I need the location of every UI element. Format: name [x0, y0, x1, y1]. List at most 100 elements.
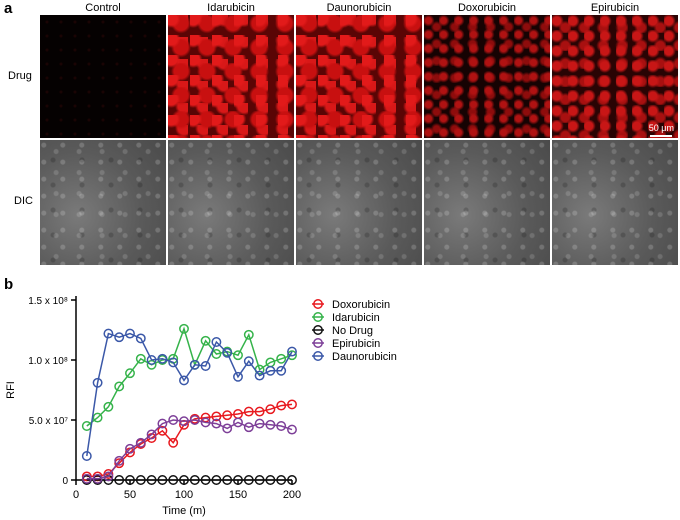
data-point	[103, 471, 114, 482]
y-axis-label: RFI	[5, 381, 17, 399]
data-point	[146, 429, 157, 440]
data-point	[135, 475, 146, 485]
legend-label: Doxorubicin	[332, 299, 390, 311]
x-tick-label: 100	[175, 489, 193, 501]
data-point	[81, 473, 92, 484]
data-point	[276, 400, 287, 411]
data-point	[92, 377, 103, 388]
data-point	[211, 349, 222, 359]
micrograph-dic-control	[40, 140, 166, 265]
data-point	[200, 361, 211, 371]
panel-b-letter: b	[4, 276, 14, 293]
data-point	[233, 417, 243, 428]
data-point	[168, 437, 179, 448]
data-point	[254, 370, 265, 381]
data-point	[179, 416, 189, 427]
legend-item: Doxorubicin	[312, 299, 390, 311]
data-point	[125, 475, 135, 485]
data-point	[254, 418, 265, 429]
data-point	[265, 475, 276, 485]
data-point	[211, 418, 222, 429]
scale-bar-label: 50 μm	[648, 123, 674, 133]
data-point	[92, 473, 103, 484]
column-title-control: Control	[85, 2, 121, 14]
data-point	[211, 337, 222, 347]
data-point	[211, 475, 222, 485]
data-point	[200, 475, 211, 485]
micrograph-drug-daunorubicin	[296, 15, 422, 138]
data-point	[243, 329, 254, 340]
micrograph-drug-idarubicin	[168, 15, 294, 138]
data-point	[200, 335, 211, 346]
data-point	[287, 424, 297, 435]
data-point	[179, 475, 189, 485]
series-line-epirubicin	[86, 419, 293, 480]
micrograph-dic-doxorubicin	[424, 140, 550, 265]
data-point	[287, 346, 297, 357]
data-point	[179, 323, 189, 334]
data-point	[92, 412, 103, 423]
data-point	[125, 328, 135, 339]
data-point	[265, 365, 276, 376]
data-point	[157, 425, 168, 436]
data-point	[276, 365, 287, 376]
data-point	[233, 371, 243, 382]
data-point	[189, 359, 200, 370]
x-tick-label: 50	[124, 489, 136, 501]
data-point	[114, 455, 125, 466]
data-point	[243, 356, 254, 367]
data-point	[287, 350, 297, 361]
column-title-doxorubicin: Doxorubicin	[457, 2, 517, 14]
data-point	[114, 475, 125, 485]
column-title-epirubicin: Epirubicin	[590, 2, 640, 14]
series-line-doxorubicin	[86, 403, 293, 478]
data-point	[243, 406, 254, 417]
legend-label: Epirubicin	[332, 338, 380, 350]
micrograph-dic-daunorubicin	[296, 140, 422, 265]
rfi-line-chart: 0 50 100 150 200 0 5.0 x 10⁷ 1.0 x 10⁸ 1.5 x 10⁸…	[5, 296, 397, 517]
data-point	[265, 419, 276, 430]
data-point	[157, 418, 168, 429]
data-point	[157, 353, 168, 364]
data-point	[168, 357, 179, 368]
data-point	[114, 381, 125, 392]
row-label-dic: DIC	[14, 195, 33, 207]
legend-item: Epirubicin	[312, 338, 380, 350]
data-point	[103, 328, 114, 339]
x-tick-label: 150	[229, 489, 247, 501]
y-tick-label: 1.0 x 10⁸	[28, 356, 68, 367]
data-point	[276, 353, 287, 364]
legend-swatch-marker	[313, 299, 323, 309]
legend-item: Daunorubicin	[312, 351, 397, 363]
data-point	[276, 475, 287, 485]
legend-label: Daunorubicin	[332, 351, 397, 363]
data-point	[222, 475, 233, 485]
panel-a-letter: a	[4, 0, 13, 17]
column-title-daunorubicin: Daunorubicin	[326, 2, 392, 14]
data-point	[168, 475, 179, 485]
legend-swatch-marker	[313, 312, 323, 322]
data-point	[254, 475, 265, 485]
data-point	[287, 399, 297, 410]
data-point	[157, 475, 168, 485]
data-point	[146, 475, 157, 485]
legend-label: Idarubicin	[332, 312, 380, 324]
data-point	[125, 368, 135, 379]
series-line-daunorubicin	[86, 332, 293, 457]
micrograph-dic-epirubicin	[552, 140, 678, 265]
data-point	[243, 422, 254, 433]
data-point	[233, 475, 243, 485]
data-point	[125, 443, 135, 454]
data-point	[200, 417, 211, 428]
legend-swatch-marker	[313, 325, 323, 335]
micrograph-drug-control	[40, 15, 166, 138]
data-point	[222, 410, 233, 421]
data-point	[222, 423, 233, 434]
y-tick-label: 5.0 x 10⁷	[29, 416, 69, 427]
micrograph-drug-epirubicin: 50 μm	[552, 15, 678, 138]
data-point	[189, 475, 200, 485]
legend-swatch-marker	[313, 351, 323, 361]
row-label-drug: Drug	[8, 70, 32, 82]
scale-bar	[650, 135, 672, 137]
data-point	[114, 332, 125, 343]
